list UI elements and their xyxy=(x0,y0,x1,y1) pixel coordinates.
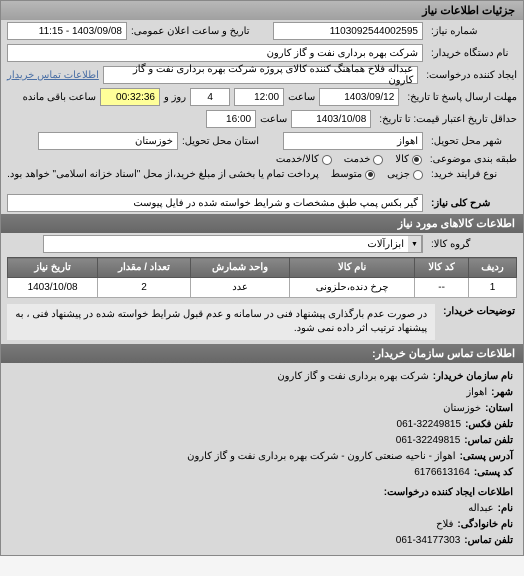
radio-minor[interactable]: جزیی xyxy=(387,169,423,180)
buyer-note-box: در صورت عدم بارگذاری پیشنهاد فنی در ساما… xyxy=(7,304,435,340)
radio-kala[interactable]: کالا xyxy=(395,154,422,165)
days-label: روز و xyxy=(164,92,186,103)
buyer-note-label: توضیحات خریدار: xyxy=(441,304,517,340)
phone2-val: 061-34177303 xyxy=(396,533,461,549)
name-val: عبداله xyxy=(468,501,493,517)
subject-type-label: طبقه بندی موضوعی: xyxy=(426,154,517,165)
phone2-label: تلفن تماس: xyxy=(464,533,513,549)
radio-minor-circle xyxy=(413,170,423,180)
table-header-row: ردیف کد کالا نام کالا واحد شمارش تعداد /… xyxy=(8,258,517,278)
radio-kala-label: کالا xyxy=(395,154,409,165)
remaining-label: ساعت باقی مانده xyxy=(23,92,96,103)
radio-kala-service-label: کالا/خدمت xyxy=(276,154,319,165)
radio-kala-service-circle xyxy=(322,155,332,165)
days-count-field: 4 xyxy=(190,88,230,106)
price-type-label: نوع فرایند خرید: xyxy=(427,169,517,180)
th-unit: واحد شمارش xyxy=(190,258,289,278)
goods-group-label: گروه کالا: xyxy=(427,239,517,250)
fax-label: تلفن فکس: xyxy=(465,417,513,433)
name-label: نام: xyxy=(498,501,513,517)
lname-label: نام خانوادگی: xyxy=(457,517,513,533)
radio-kala-circle xyxy=(412,155,422,165)
city-label: شهر: xyxy=(491,385,513,401)
radio-service[interactable]: خدمت xyxy=(344,154,384,165)
price-note: پرداخت تمام یا بخشی از مبلغ خرید،از محل … xyxy=(7,169,319,180)
td-unit: عدد xyxy=(190,278,289,298)
delivery-label: شهر محل تحویل: xyxy=(427,136,517,147)
td-row: 1 xyxy=(469,278,517,298)
deadline-time-field: 12:00 xyxy=(234,88,284,106)
radio-medium[interactable]: متوسط xyxy=(331,169,375,180)
panel-header: جزئیات اطلاعات نیاز xyxy=(1,1,523,20)
postaddr-val: اهواز - ناحیه صنعتی کارون - شرکت بهره بر… xyxy=(187,449,455,465)
goods-header: اطلاعات کالاهای مورد نیاز xyxy=(1,214,523,233)
remaining-time-field: 00:32:36 xyxy=(100,88,160,106)
th-date: تاریخ نیاز xyxy=(8,258,98,278)
radio-medium-label: متوسط xyxy=(331,169,362,180)
delivery-city-field: اهواز xyxy=(283,132,423,150)
radio-service-label: خدمت xyxy=(344,154,371,165)
creator-label: ایجاد کننده درخواست: xyxy=(422,70,517,81)
main-desc-label: شرح کلی نیاز: xyxy=(427,198,517,209)
goods-group-combo[interactable]: ▼ ابزارآلات xyxy=(43,235,423,253)
contact-header: اطلاعات تماس سازمان خریدار: xyxy=(1,344,523,363)
phone-label: تلفن تماس: xyxy=(464,433,513,449)
postal-label: کد پستی: xyxy=(474,465,513,481)
td-name: چرخ دنده،حلزونی xyxy=(290,278,415,298)
td-date: 1403/10/08 xyxy=(8,278,98,298)
goods-group-value: ابزارآلات xyxy=(44,237,408,252)
price-radio-group: جزیی متوسط xyxy=(331,169,423,180)
td-qty: 2 xyxy=(98,278,191,298)
prov-val: خوزستان xyxy=(443,401,481,417)
th-code: کد کالا xyxy=(415,258,469,278)
main-desc-field: گیر بکس پمپ طبق مشخصات و شرایط خواسته شد… xyxy=(7,194,423,212)
req-creator-header: اطلاعات ایجاد کننده درخواست: xyxy=(11,485,513,501)
table-row: 1 -- چرخ دنده،حلزونی عدد 2 1403/10/08 xyxy=(8,278,517,298)
contact-info-block: نام سازمان خریدار: شرکت بهره برداری نفت و… xyxy=(1,363,523,555)
equip-field: شرکت بهره برداری نفت و گاز کارون xyxy=(7,44,423,62)
radio-kala-service[interactable]: کالا/خدمت xyxy=(276,154,332,165)
org-name: شرکت بهره برداری نفت و گاز کارون xyxy=(277,369,428,385)
fax-val: 061-32249815 xyxy=(397,417,462,433)
postaddr-label: آدرس پستی: xyxy=(460,449,513,465)
creator-field: عبداله فلاح هماهنگ کننده کالای پروژه شرک… xyxy=(103,66,418,84)
th-row: ردیف xyxy=(469,258,517,278)
th-qty: تعداد / مقدار xyxy=(98,258,191,278)
radio-medium-circle xyxy=(365,170,375,180)
th-name: نام کالا xyxy=(290,258,415,278)
subject-radio-group: کالا خدمت کالا/خدمت xyxy=(276,154,422,165)
validity-date-field: 1403/10/08 xyxy=(291,110,371,128)
equip-label: نام دستگاه خریدار: xyxy=(427,48,517,59)
province-label: استان محل تحویل: xyxy=(182,136,259,147)
goods-table: ردیف کد کالا نام کالا واحد شمارش تعداد /… xyxy=(7,257,517,298)
radio-minor-label: جزیی xyxy=(387,169,410,180)
postal-val: 6176613164 xyxy=(414,465,470,481)
chevron-down-icon: ▼ xyxy=(408,236,422,252)
time-label-2: ساعت xyxy=(260,114,287,125)
need-no-field: 1103092544002595 xyxy=(273,22,423,40)
ann-datetime-field: 1403/09/08 - 11:15 xyxy=(7,22,127,40)
validity-label: حداقل تاریخ اعتبار قیمت: تا تاریخ: xyxy=(375,114,517,125)
radio-service-circle xyxy=(373,155,383,165)
deadline-label: مهلت ارسال پاسخ تا تاریخ: xyxy=(403,92,517,103)
need-no-label: شماره نیاز: xyxy=(427,26,517,37)
prov-label: استان: xyxy=(485,401,513,417)
deadline-date-field: 1403/09/12 xyxy=(319,88,399,106)
lname-val: فلاح xyxy=(436,517,453,533)
ann-datetime-label: تاریخ و ساعت اعلان عمومی: xyxy=(131,26,250,37)
time-label-1: ساعت xyxy=(288,92,315,103)
contact-link[interactable]: اطلاعات تماس خریدار xyxy=(7,70,99,81)
org-label: نام سازمان خریدار: xyxy=(433,369,513,385)
province-field: خوزستان xyxy=(38,132,178,150)
td-code: -- xyxy=(415,278,469,298)
phone-val: 061-32249815 xyxy=(396,433,461,449)
validity-time-field: 16:00 xyxy=(206,110,256,128)
city-val: اهواز xyxy=(466,385,487,401)
